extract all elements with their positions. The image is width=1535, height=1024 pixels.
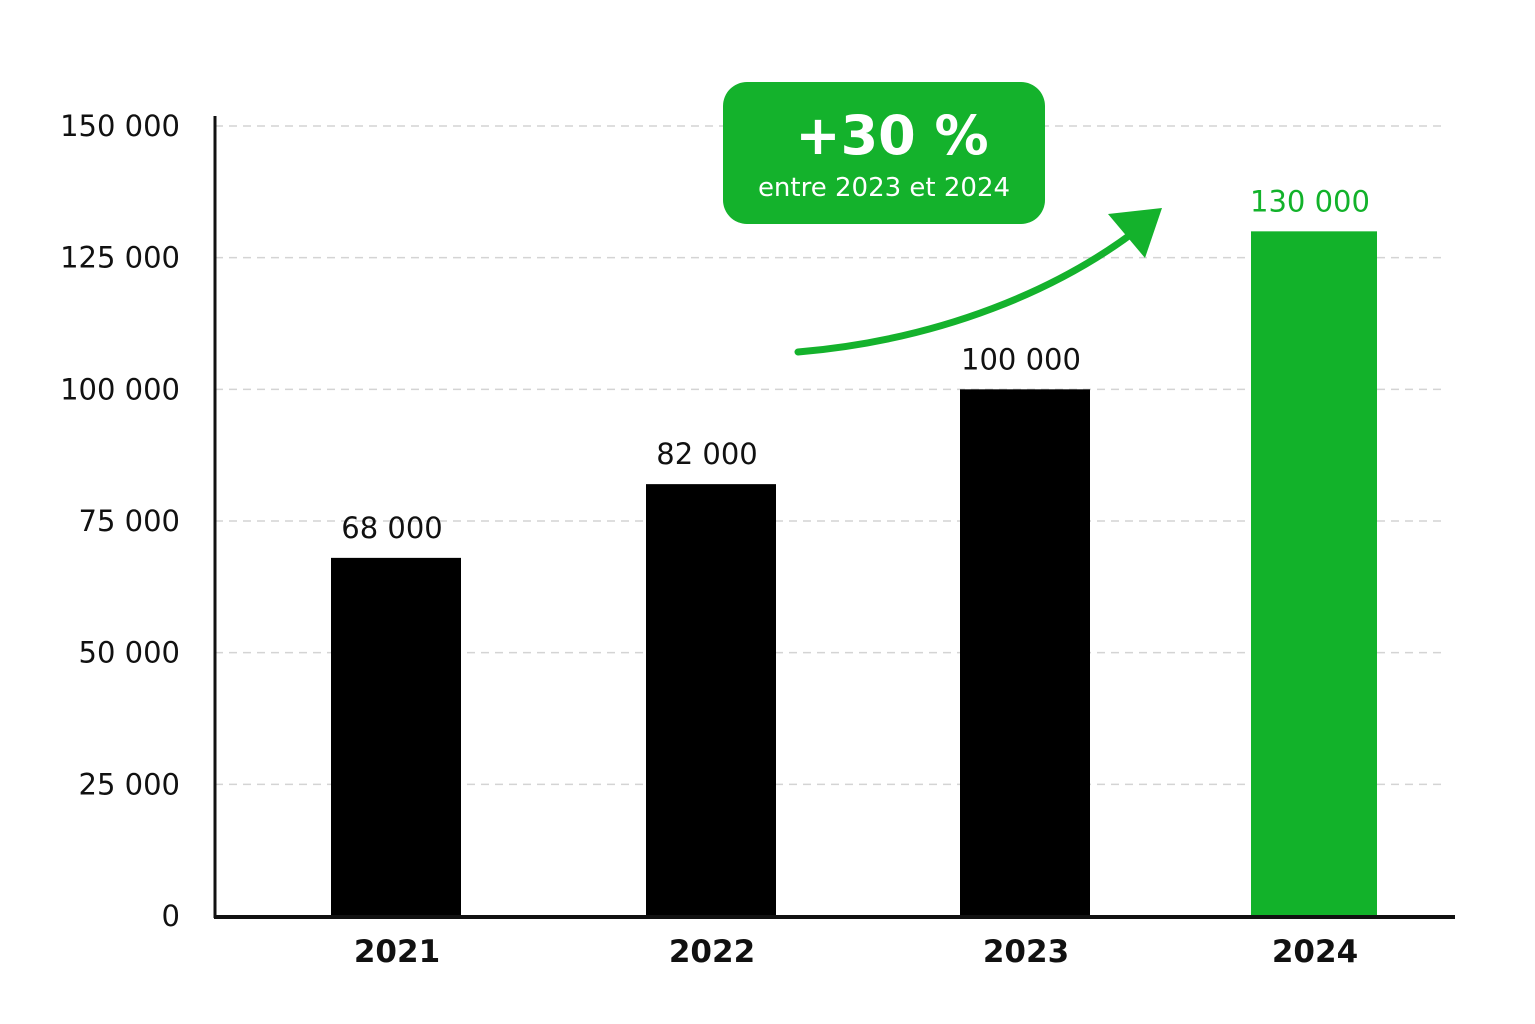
x-category-label: 2024 — [1272, 934, 1358, 970]
y-tick-label: 75 000 — [79, 504, 180, 538]
y-tick-label: 150 000 — [60, 109, 180, 143]
growth-arrow-head — [1108, 208, 1162, 258]
bar-value-label: 68 000 — [341, 511, 442, 545]
x-category-label: 2021 — [354, 934, 440, 970]
bar-2021 — [331, 557, 461, 916]
x-axis-category-labels: 2021 2022 2023 2024 — [354, 934, 1358, 970]
bars — [331, 231, 1377, 917]
axes — [213, 116, 1455, 919]
y-tick-label: 125 000 — [60, 241, 180, 275]
y-tick-label: 25 000 — [79, 767, 180, 801]
y-axis-tick-labels: 0 25 000 50 000 75 000 100 000 125 000 150 000 — [60, 109, 180, 933]
bar-value-label: 100 000 — [961, 342, 1081, 376]
growth-callout: +30 % entre 2023 et 2024 — [723, 82, 1045, 224]
growth-callout-subtitle: entre 2023 et 2024 — [758, 173, 1010, 203]
y-tick-label: 50 000 — [79, 636, 180, 670]
bar-value-labels: 68 000 82 000 100 000 130 000 — [341, 184, 1370, 545]
bar-value-label: 130 000 — [1250, 184, 1370, 218]
gridlines — [215, 125, 1443, 786]
bar-value-label: 82 000 — [656, 437, 757, 471]
x-category-label: 2023 — [983, 934, 1069, 970]
y-tick-label: 0 — [162, 899, 180, 933]
growth-callout-percentage: +30 % — [795, 104, 988, 167]
y-tick-label: 100 000 — [60, 372, 180, 406]
bar-2023 — [960, 389, 1090, 916]
bar-2022 — [646, 484, 776, 916]
growth-callout-box — [723, 82, 1045, 224]
x-category-label: 2022 — [669, 934, 755, 970]
growth-arrow-shaft — [794, 222, 1146, 356]
bar-2024 — [1251, 231, 1377, 917]
curved-arrow-up-right-icon — [794, 208, 1162, 356]
